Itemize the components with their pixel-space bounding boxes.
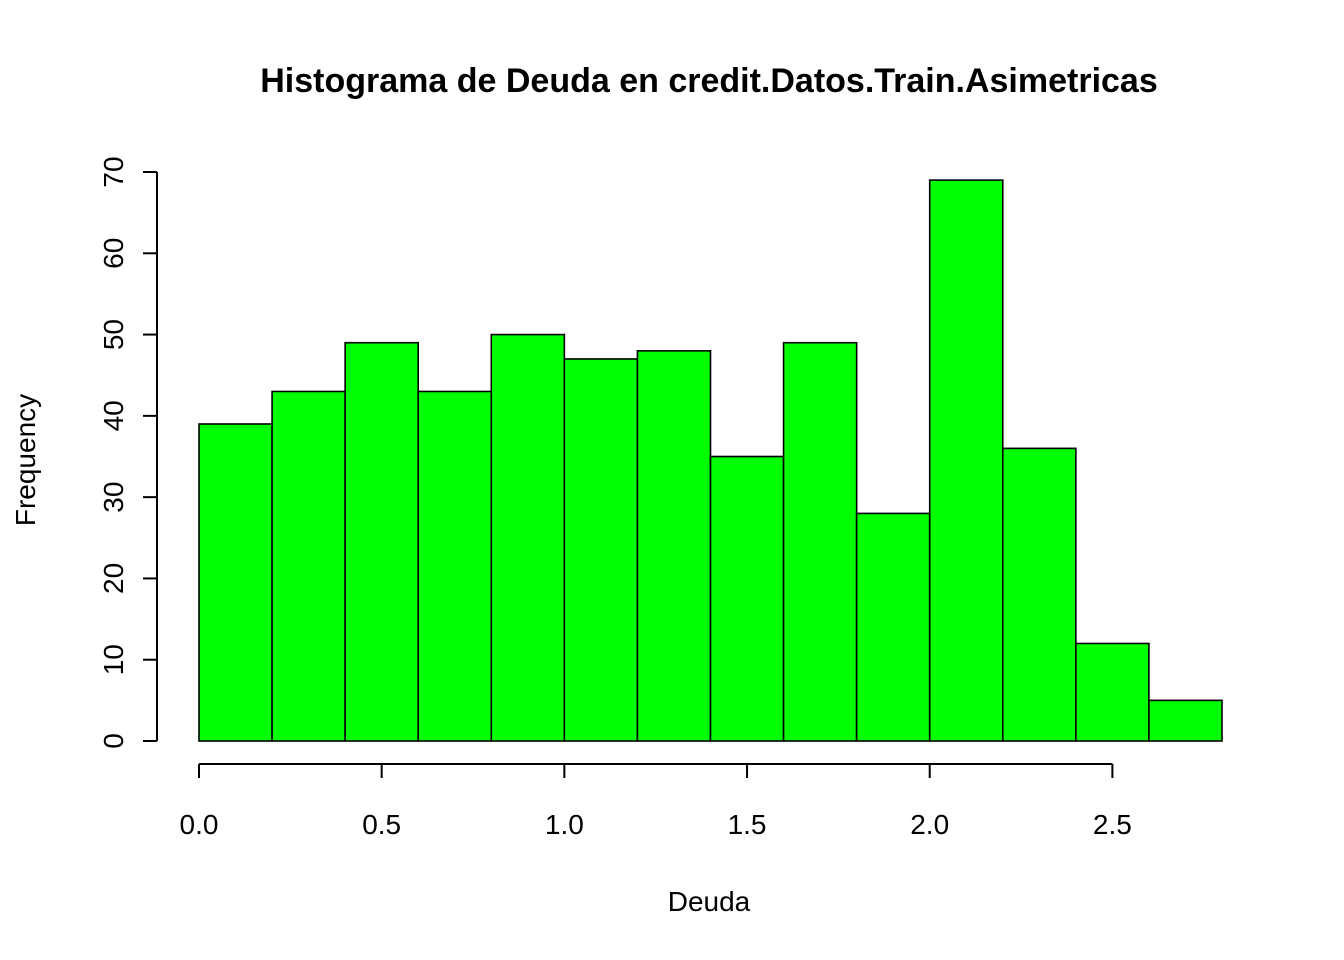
x-axis-label: Deuda [668,886,751,917]
histogram-bar [417,390,493,742]
x-tick-label: 1.0 [545,809,584,840]
x-axis: 0.0 0.5 1.0 1.5 2.0 2.5 [180,763,1132,840]
histogram-bar [928,179,1004,742]
y-axis: 0 10 20 30 40 50 60 70 [98,156,158,749]
histogram-bar [1001,447,1077,742]
histogram-bar [855,512,931,742]
y-tick-label: 40 [98,400,129,431]
bars-group [198,179,1223,742]
y-tick-label: 20 [98,563,129,594]
y-tick-label: 60 [98,238,129,269]
y-tick-label: 30 [98,482,129,513]
y-tick-label: 70 [98,156,129,187]
x-tick-label: 0.0 [180,809,219,840]
y-tick-label: 50 [98,319,129,350]
histogram-bar [563,358,639,742]
histogram-bar [490,333,566,742]
histogram-bar [198,423,273,742]
histogram-bar [1148,699,1223,742]
histogram-bar [636,350,712,742]
y-axis-label: Frequency [10,394,41,526]
x-tick-label: 1.5 [728,809,767,840]
histogram-bar [782,341,858,742]
y-tick-label: 10 [98,644,129,675]
chart-title: Histograma de Deuda en credit.Datos.Trai… [260,62,1158,100]
histogram-bar [709,455,785,742]
x-tick-label: 0.5 [362,809,401,840]
histogram-bar [344,341,420,742]
x-tick-label: 2.0 [910,809,949,840]
histogram-bar [1075,642,1150,742]
histogram-bar [271,390,346,742]
y-tick-label: 0 [98,733,129,749]
x-tick-label: 2.5 [1093,809,1132,840]
